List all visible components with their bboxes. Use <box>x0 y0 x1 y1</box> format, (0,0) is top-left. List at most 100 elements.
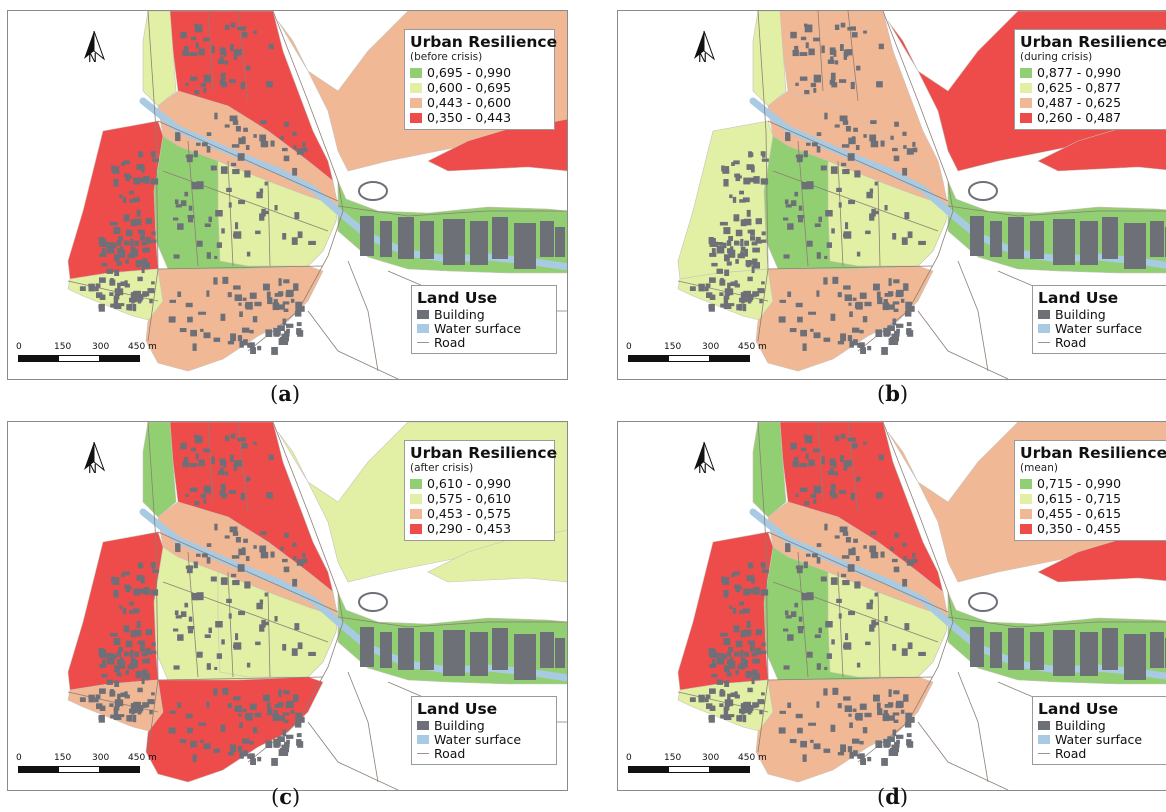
land-use-label: Building <box>1055 717 1106 733</box>
scale-bar: 0 150 300 450 m <box>16 342 166 372</box>
scale-tick-label: 0 <box>16 753 22 763</box>
land-use-item: Road <box>1038 334 1166 350</box>
legend-title: Urban Resilience <box>410 444 558 462</box>
class-range-label: 0,443 - 0,600 <box>427 95 512 110</box>
class-swatch <box>410 508 422 519</box>
legend-class-item: 0,695 - 0,990 <box>410 65 549 80</box>
scale-tick-label: 300 <box>702 753 720 763</box>
stadium-track <box>968 181 998 201</box>
building-swatch-icon <box>1038 309 1050 319</box>
class-swatch <box>1020 478 1032 489</box>
scale-tick-label: 300 <box>92 342 110 352</box>
legend-title: Urban Resilience <box>1020 33 1166 51</box>
class-range-label: 0,610 - 0,990 <box>427 476 512 491</box>
buildings <box>79 433 565 766</box>
north-arrow-icon <box>84 441 106 472</box>
caption-c: (c) <box>271 784 301 809</box>
legend-subtitle: (after crisis) <box>410 462 474 474</box>
class-range-label: 0,695 - 0,990 <box>427 65 512 80</box>
stadium-track <box>968 592 998 612</box>
legend-class-item: 0,290 - 0,453 <box>410 521 549 536</box>
land-use-legend: Land Use Building Water surface Road <box>411 285 557 354</box>
zone-northwest-strip <box>142 11 177 107</box>
land-use-item: Building <box>417 718 551 733</box>
class-swatch <box>410 112 422 123</box>
water-swatch-icon <box>1038 734 1050 744</box>
legend-class-item: 0,877 - 0,990 <box>1020 65 1166 80</box>
scale-segments <box>18 766 140 773</box>
legend-class-item: 0,600 - 0,695 <box>410 80 549 95</box>
building-swatch-icon <box>1038 720 1050 730</box>
legend-subtitle: (during crisis) <box>1020 51 1093 63</box>
caption-d: (d) <box>877 784 909 809</box>
scale-bar: 0 150 300 450 m <box>16 753 166 783</box>
scale-tick-label: 0 <box>16 342 22 352</box>
road-line-icon <box>1038 341 1050 343</box>
class-range-label: 0,877 - 0,990 <box>1037 65 1122 80</box>
legend-title: Urban Resilience <box>410 33 558 51</box>
zone-northwest-strip <box>752 422 787 518</box>
class-range-label: 0,615 - 0,715 <box>1037 491 1122 506</box>
zone-northwest-strip <box>142 422 177 518</box>
scale-tick-label: 450 m <box>738 753 767 763</box>
land-use-item: Building <box>1038 717 1166 733</box>
legend-class-item: 0,487 - 0,625 <box>1020 95 1166 110</box>
scale-tick-label: 450 m <box>128 342 157 352</box>
land-use-label: Water surface <box>434 320 522 336</box>
scale-segments <box>628 355 750 362</box>
scale-tick-label: 150 <box>664 342 682 352</box>
land-use-label: Road <box>1055 334 1087 350</box>
buildings <box>689 433 1166 766</box>
class-range-label: 0,350 - 0,455 <box>1037 521 1122 536</box>
water-swatch-icon <box>1038 323 1050 333</box>
class-range-label: 0,575 - 0,610 <box>427 491 512 506</box>
land-use-legend: Land Use Building Water surface Road <box>1032 696 1166 765</box>
north-label: N <box>698 462 707 476</box>
building-swatch-icon <box>417 309 429 319</box>
class-range-label: 0,715 - 0,990 <box>1037 476 1122 491</box>
legend-class-item: 0,610 - 0,990 <box>410 476 549 491</box>
land-use-item: Water surface <box>417 732 551 747</box>
class-swatch <box>410 67 422 78</box>
class-range-label: 0,290 - 0,453 <box>427 521 512 536</box>
zone-northwest-strip <box>752 11 787 107</box>
buildings <box>79 22 565 355</box>
land-use-item: Road <box>417 746 551 761</box>
stadium-track <box>358 592 388 612</box>
zone-northeast-corner <box>427 529 567 583</box>
class-swatch <box>410 82 422 93</box>
north-label: N <box>698 51 707 65</box>
scale-segments <box>18 355 140 362</box>
class-swatch <box>1020 97 1032 108</box>
class-range-label: 0,600 - 0,695 <box>427 80 512 95</box>
map-panel-d: N Urban Resilience (mean) 0,715 - 0,990 0,61… <box>617 421 1166 791</box>
land-use-label: Water surface <box>1055 320 1143 336</box>
map-panel-b: N Urban Resilience (during crisis) 0,877 - … <box>617 10 1166 380</box>
north-label: N <box>88 51 97 65</box>
class-swatch <box>410 493 422 504</box>
road-line-icon <box>417 752 429 754</box>
scale-tick-label: 150 <box>664 753 682 763</box>
scale-tick-label: 450 m <box>128 753 157 763</box>
urban-resilience-legend: Urban Resilience (mean) 0,715 - 0,990 0,615… <box>1014 440 1166 541</box>
land-use-item: Road <box>1038 746 1166 761</box>
class-swatch <box>1020 67 1032 78</box>
land-use-label: Road <box>434 334 466 350</box>
map-panel-c: N Urban Resilience (after crisis) 0,610 - 0… <box>7 421 568 791</box>
legend-class-item: 0,715 - 0,990 <box>1020 476 1166 491</box>
legend-title: Urban Resilience <box>1020 444 1166 462</box>
land-use-item: Building <box>1038 307 1166 322</box>
legend-class-item: 0,455 - 0,615 <box>1020 506 1166 521</box>
north-label: N <box>88 462 97 476</box>
scale-segments <box>628 766 750 773</box>
scale-bar: 0 150 300 450 m <box>626 753 776 783</box>
class-swatch <box>1020 82 1032 93</box>
buildings <box>689 22 1166 355</box>
land-use-title: Land Use <box>1038 700 1119 718</box>
class-swatch <box>1020 523 1032 534</box>
water-swatch-icon <box>417 734 429 744</box>
urban-resilience-legend: Urban Resilience (during crisis) 0,877 - 0… <box>1014 29 1166 130</box>
zone-northeast-corner <box>1037 121 1166 172</box>
road-line-icon <box>1038 752 1050 754</box>
legend-subtitle: (mean) <box>1020 462 1058 474</box>
